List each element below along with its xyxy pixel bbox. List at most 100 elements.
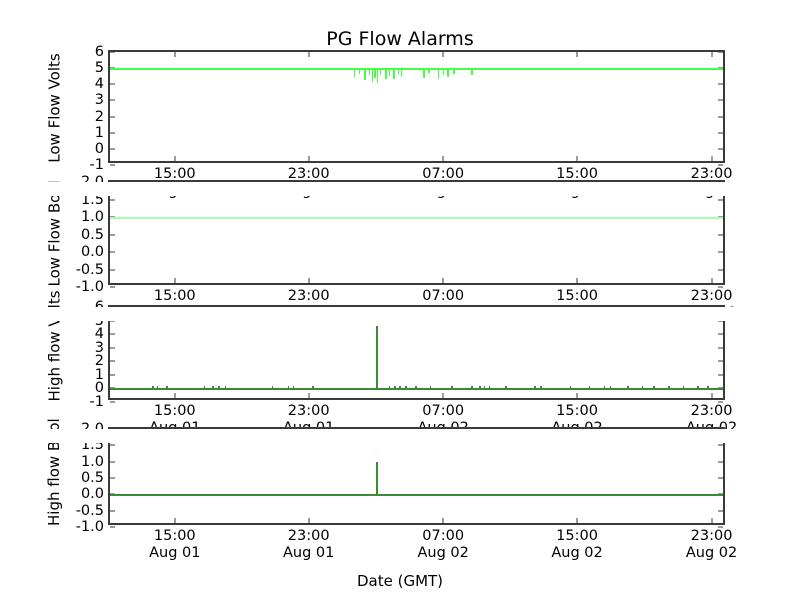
x-tick-mark [174,393,176,398]
y-tick-mark [718,51,723,53]
axes-overlap-mask [0,182,800,196]
x-tick-mark [174,518,176,523]
x-tick-mark [308,52,310,57]
noise-transient [400,68,403,78]
axes-overlap-mask [0,429,800,443]
noise-transient [483,385,486,389]
y-tick-label: 0.5 [80,470,104,486]
y-tick-label: 0 [94,140,104,157]
noise-transient [156,385,159,389]
y-tick-label: 0.5 [80,226,104,243]
noise-transient [453,68,455,74]
y-tick-mark [718,477,723,479]
data-layer [110,307,723,398]
y-tick-mark [110,347,115,349]
x-tick-time: 23:00 [287,166,330,182]
y-tick-mark [718,234,723,235]
noise-transient [447,68,450,78]
y-tick-label: 5 [94,60,104,77]
noise-transient [374,68,376,78]
noise-transient [312,385,314,389]
x-tick-mark [576,156,578,161]
y-tick-mark [718,510,723,512]
y-tick-mark [718,199,723,200]
noise-transient [603,385,606,389]
alarm-spike [375,461,378,495]
y-tick-label: 2 [94,108,104,125]
y-tick-mark [110,83,115,85]
y-axis-label: Low Flow Bool [45,179,63,286]
x-tick-time: 23:00 [690,528,733,544]
noise-transient [428,68,430,73]
noise-transient [641,385,644,389]
x-tick-time: 07:00 [422,528,465,544]
noise-transient [394,385,397,389]
x-tick-mark [308,156,310,161]
x-tick-date: Aug 02 [685,545,738,561]
noise-transient [404,385,407,389]
x-tick-mark [442,518,444,523]
noise-transient [697,385,699,389]
y-tick-mark [718,374,723,376]
y-tick-mark [718,360,723,362]
noise-transient [652,385,655,389]
x-tick-time: 15:00 [153,403,196,419]
alarm-spike [375,326,378,389]
x-tick-mark [442,393,444,398]
y-tick-mark [110,269,115,270]
noise-transient [376,68,379,84]
series-line [110,217,723,219]
y-tick-label: 0 [94,380,104,397]
noise-transient [478,385,481,389]
noise-transient [451,385,453,389]
x-tick-date: Aug 01 [282,545,335,561]
y-tick-mark [718,99,723,101]
noise-transient [470,68,473,76]
noise-transient [388,68,391,77]
y-tick-label: -1 [89,394,104,410]
x-tick-date: Aug 01 [149,545,201,561]
data-layer [110,182,723,283]
x-tick-mark [711,278,713,283]
x-tick-mark [711,393,713,398]
noise-transient [415,385,417,389]
noise-transient [203,385,206,389]
x-tick-time: 15:00 [153,288,196,304]
y-tick-mark [110,51,115,53]
noise-transient [368,68,371,76]
y-tick-mark [110,510,115,512]
y-tick-mark [718,148,723,150]
x-tick-mark [442,278,444,283]
figure-title: PG Flow Alarms [326,28,474,50]
y-tick-mark [110,164,115,166]
x-tick-time: 07:00 [422,166,465,182]
noise-transient [397,68,400,74]
noise-transient [488,385,491,389]
noise-transient [151,385,154,389]
y-tick-label: -0.5 [75,502,104,519]
x-tick-time: 15:00 [153,166,196,182]
subplot-4: -1.0-0.50.00.51.01.52.0High flow Bool15:… [45,418,737,561]
noise-transient [534,385,537,389]
noise-transient [379,68,382,75]
y-tick-mark [110,477,115,479]
y-tick-label: 2 [94,353,104,370]
y-tick-mark [718,164,723,166]
x-tick-time: 23:00 [287,528,330,544]
y-tick-mark [110,251,115,253]
y-tick-mark [110,374,115,376]
noise-transient [707,385,709,389]
x-tick-mark [442,52,444,57]
y-tick-mark [110,333,115,335]
x-tick-time: 15:00 [556,288,598,304]
y-tick-label: 4 [94,326,104,343]
data-layer [110,429,723,523]
noise-transient [212,385,215,389]
y-tick-label: -1.0 [75,279,104,295]
x-tick-mark [308,393,310,398]
